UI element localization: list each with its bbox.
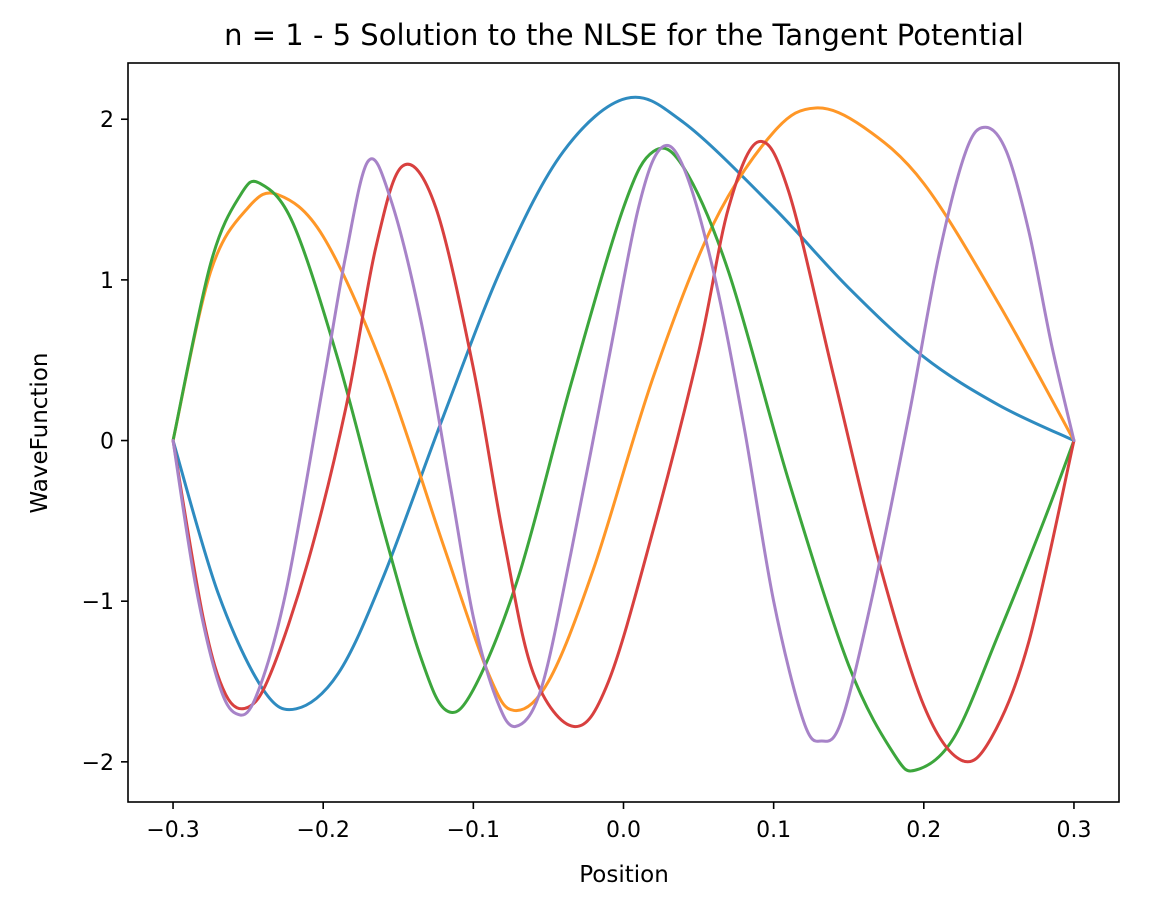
y-tick-label: −2 xyxy=(82,751,114,776)
x-tick-label: −0.2 xyxy=(296,818,349,843)
series-line-4 xyxy=(171,139,1076,764)
y-tick-label: 0 xyxy=(100,430,114,455)
x-tick-label: −0.3 xyxy=(146,818,199,843)
x-axis-label: Position xyxy=(579,862,669,888)
series-line-2 xyxy=(171,106,1076,713)
y-tick-label: −1 xyxy=(82,590,114,615)
y-tick-label: 1 xyxy=(100,269,114,294)
y-tick-label: 2 xyxy=(100,108,114,133)
x-tick-label: 0.2 xyxy=(906,818,941,843)
series-line-5 xyxy=(171,125,1076,743)
x-axis: −0.3 −0.2 −0.1 0.0 0.1 0.2 0.3 xyxy=(146,802,1091,843)
y-axis-label: WaveFunction xyxy=(27,353,53,514)
plot-series xyxy=(171,95,1076,773)
plot-frame xyxy=(127,62,1120,803)
y-axis: −2 −1 0 1 2 xyxy=(82,108,128,776)
x-tick-label: 0.0 xyxy=(606,818,641,843)
series-line-1 xyxy=(171,95,1076,712)
x-tick-label: 0.1 xyxy=(756,818,791,843)
x-tick-label: −0.1 xyxy=(447,818,500,843)
x-tick-label: 0.3 xyxy=(1056,818,1091,843)
chart-title: n = 1 - 5 Solution to the NLSE for the T… xyxy=(224,18,1024,52)
series-line-3 xyxy=(171,146,1076,773)
